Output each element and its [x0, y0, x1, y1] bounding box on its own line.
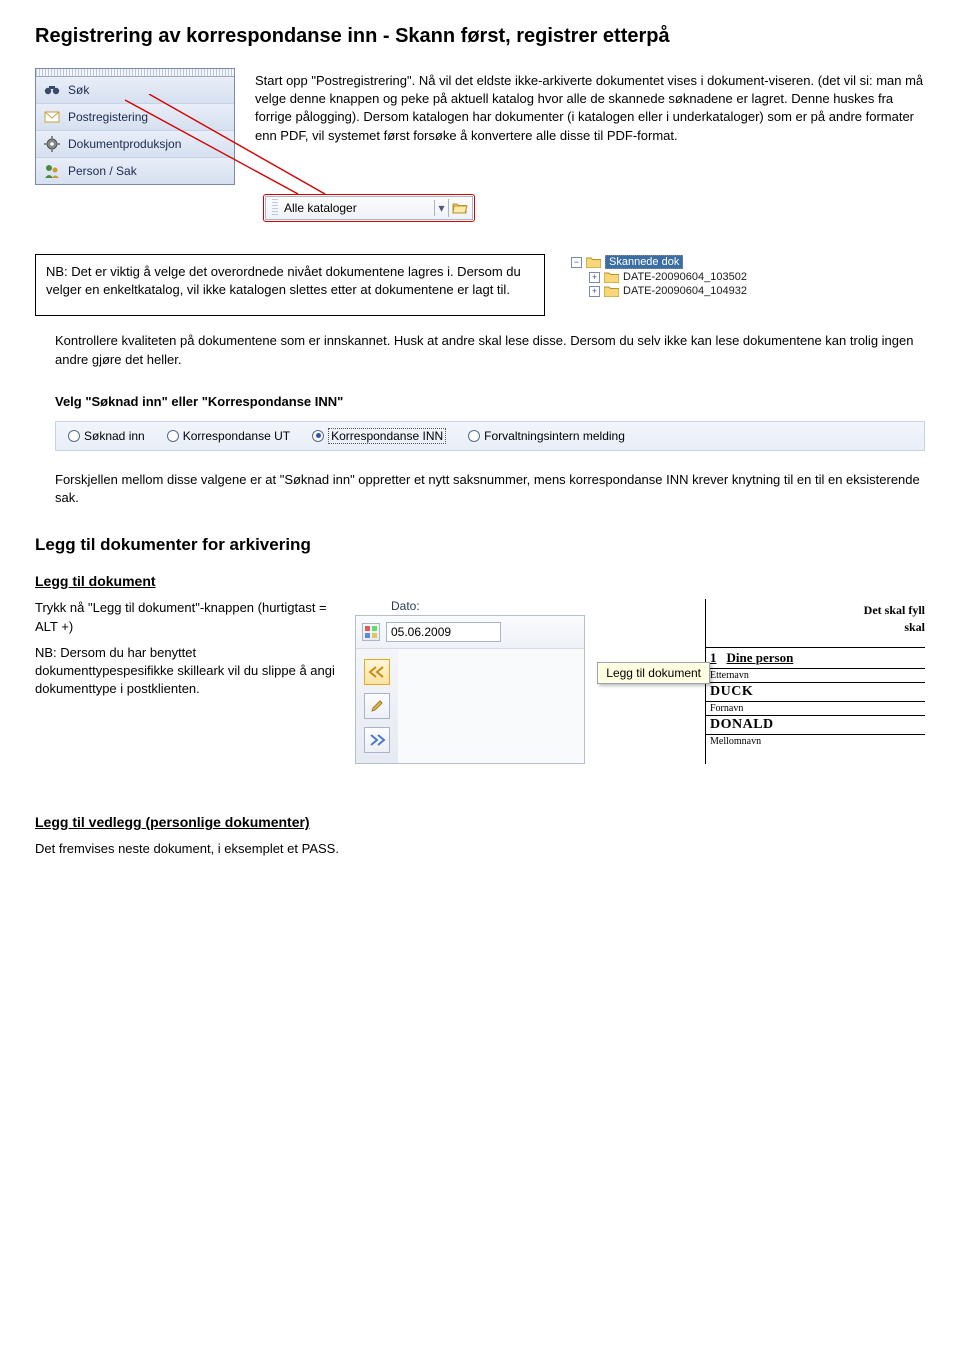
tree-child-label: DATE-20090604_103502 [623, 271, 747, 283]
heading-legg-til-dokument: Legg til dokument [35, 573, 925, 589]
document-preview: Det skal fyll skal 1 Dine person Etterna… [705, 599, 925, 764]
radio-label: Korrespondanse UT [183, 429, 290, 443]
legg-p1: Trykk nå "Legg til dokument"-knappen (hu… [35, 599, 335, 635]
catalog-field-value: Alle kataloger [284, 201, 434, 215]
page-title: Registrering av korrespondanse inn - Ska… [35, 25, 925, 48]
tree-child-label: DATE-20090604_104932 [623, 285, 747, 297]
folder-icon [604, 285, 619, 297]
sidebar-label: Postregistering [68, 110, 148, 124]
preview-line1: Det skal fyll [706, 599, 925, 620]
people-icon [44, 163, 60, 179]
edit-button[interactable] [364, 693, 390, 719]
paragraph-forskjell: Forskjellen mellom disse valgene er at "… [55, 471, 925, 507]
preview-mellomnavn-label: Mellomnavn [706, 735, 925, 748]
subheading-velg: Velg "Søknad inn" eller "Korrespondanse … [55, 393, 925, 411]
tree-root[interactable]: − Skannede dok [571, 254, 747, 270]
radio-group: Søknad inn Korrespondanse UT Korresponda… [55, 421, 925, 451]
double-chevron-right-icon [368, 734, 386, 746]
preview-section-number: 1 [710, 650, 717, 666]
radio-korrespondanse-ut[interactable]: Korrespondanse UT [167, 429, 290, 443]
paragraph-vedlegg: Det fremvises neste dokument, i eksemple… [35, 840, 925, 858]
prev-doc-button[interactable] [364, 659, 390, 685]
sidebar-item-search[interactable]: Søk [36, 77, 234, 104]
radio-korrespondanse-inn[interactable]: Korrespondanse INN [312, 428, 446, 444]
radio-label: Forvaltningsintern melding [484, 429, 625, 443]
pencil-icon [370, 699, 384, 713]
intro-paragraph: Start opp "Postregistrering". Nå vil det… [255, 72, 925, 145]
heading-legg-til-arkivering: Legg til dokumenter for arkivering [35, 535, 925, 555]
chevron-down-icon[interactable]: ▾ [434, 200, 448, 216]
gear-doc-icon [44, 136, 60, 152]
toolbar-grip-icon [272, 199, 278, 217]
sidebar-grip [36, 69, 234, 77]
folder-icon [604, 271, 619, 283]
collapse-icon[interactable]: − [571, 257, 582, 268]
nb-note-box: NB: Det er viktig å velge det overordned… [35, 254, 545, 316]
sidebar-item-person-sak[interactable]: Person / Sak [36, 158, 234, 184]
radio-label: Korrespondanse INN [328, 428, 446, 444]
tree-child[interactable]: + DATE-20090604_103502 [589, 270, 747, 284]
nb-text: NB: Det er viktig å velge det overordned… [46, 263, 534, 299]
paragraph-kontroll: Kontrollere kvaliteten på dokumentene so… [55, 332, 925, 368]
preview-etternavn-label: Etternavn [706, 669, 925, 683]
preview-section-title: Dine person [727, 650, 794, 666]
folder-tree: − Skannede dok + DATE-20090604_103502 + … [571, 254, 747, 298]
color-picker-button[interactable] [362, 623, 380, 641]
tree-child[interactable]: + DATE-20090604_104932 [589, 284, 747, 298]
dato-panel: Legg til dokument [355, 615, 585, 764]
tree-root-label: Skannede dok [605, 255, 683, 269]
preview-fornavn-label: Fornavn [706, 702, 925, 716]
preview-line2: skal [706, 620, 925, 647]
dato-label: Dato: [391, 599, 585, 613]
folder-icon [586, 256, 601, 268]
radio-soknad-inn[interactable]: Søknad inn [68, 429, 145, 443]
expand-icon[interactable]: + [589, 272, 600, 283]
catalog-dropdown[interactable]: Alle kataloger ▾ [265, 196, 473, 220]
heading-vedlegg: Legg til vedlegg (personlige dokumenter) [35, 814, 925, 830]
double-chevron-left-icon [368, 666, 386, 678]
folder-open-button[interactable] [448, 199, 470, 217]
sidebar-label: Person / Sak [68, 164, 137, 178]
sidebar-label: Dokumentproduksjon [68, 137, 181, 151]
sidebar-item-dokumentproduksjon[interactable]: Dokumentproduksjon [36, 131, 234, 158]
preview-fornavn: DONALD [706, 716, 925, 735]
preview-etternavn: DUCK [706, 683, 925, 702]
envelope-icon [44, 109, 60, 125]
expand-icon[interactable]: + [589, 286, 600, 297]
sidebar-label: Søk [68, 83, 89, 97]
legg-p2: NB: Dersom du har benyttet dokumenttypes… [35, 644, 335, 699]
radio-label: Søknad inn [84, 429, 145, 443]
tooltip-legg-til-dokument: Legg til dokument [597, 662, 710, 684]
next-doc-button[interactable] [364, 727, 390, 753]
dato-input[interactable] [386, 622, 501, 642]
sidebar-screenshot: Søk Postregistering Dokumentproduksjon P… [35, 68, 235, 185]
sidebar-item-postregistrering[interactable]: Postregistering [36, 104, 234, 131]
binoculars-icon [44, 82, 60, 98]
radio-forvaltningsintern[interactable]: Forvaltningsintern melding [468, 429, 625, 443]
